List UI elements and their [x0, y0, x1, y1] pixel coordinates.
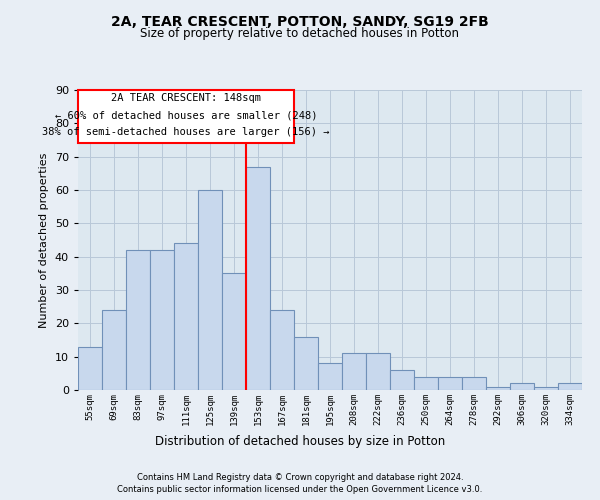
Text: Size of property relative to detached houses in Potton: Size of property relative to detached ho… [140, 28, 460, 40]
Bar [246, 166, 270, 390]
Bar [438, 376, 462, 390]
FancyBboxPatch shape [78, 90, 294, 144]
Y-axis label: Number of detached properties: Number of detached properties [39, 152, 49, 328]
Bar [78, 346, 102, 390]
Bar [366, 354, 390, 390]
Text: Distribution of detached houses by size in Potton: Distribution of detached houses by size … [155, 435, 445, 448]
Bar [486, 386, 510, 390]
Text: 2A, TEAR CRESCENT, POTTON, SANDY, SG19 2FB: 2A, TEAR CRESCENT, POTTON, SANDY, SG19 2… [111, 15, 489, 29]
Bar [102, 310, 126, 390]
Bar [222, 274, 246, 390]
Bar [294, 336, 318, 390]
Bar [462, 376, 486, 390]
Bar [198, 190, 222, 390]
Bar [174, 244, 198, 390]
Bar [510, 384, 534, 390]
Bar [558, 384, 582, 390]
Bar [318, 364, 342, 390]
Text: 38% of semi-detached houses are larger (156) →: 38% of semi-detached houses are larger (… [42, 126, 330, 136]
Bar [150, 250, 174, 390]
Text: Contains HM Land Registry data © Crown copyright and database right 2024.: Contains HM Land Registry data © Crown c… [137, 472, 463, 482]
Bar [270, 310, 294, 390]
Bar [414, 376, 438, 390]
Bar [342, 354, 366, 390]
Text: Contains public sector information licensed under the Open Government Licence v3: Contains public sector information licen… [118, 485, 482, 494]
Bar [390, 370, 414, 390]
Bar [126, 250, 150, 390]
Bar [534, 386, 558, 390]
Text: 2A TEAR CRESCENT: 148sqm: 2A TEAR CRESCENT: 148sqm [111, 94, 261, 104]
Text: ← 60% of detached houses are smaller (248): ← 60% of detached houses are smaller (24… [55, 110, 317, 120]
